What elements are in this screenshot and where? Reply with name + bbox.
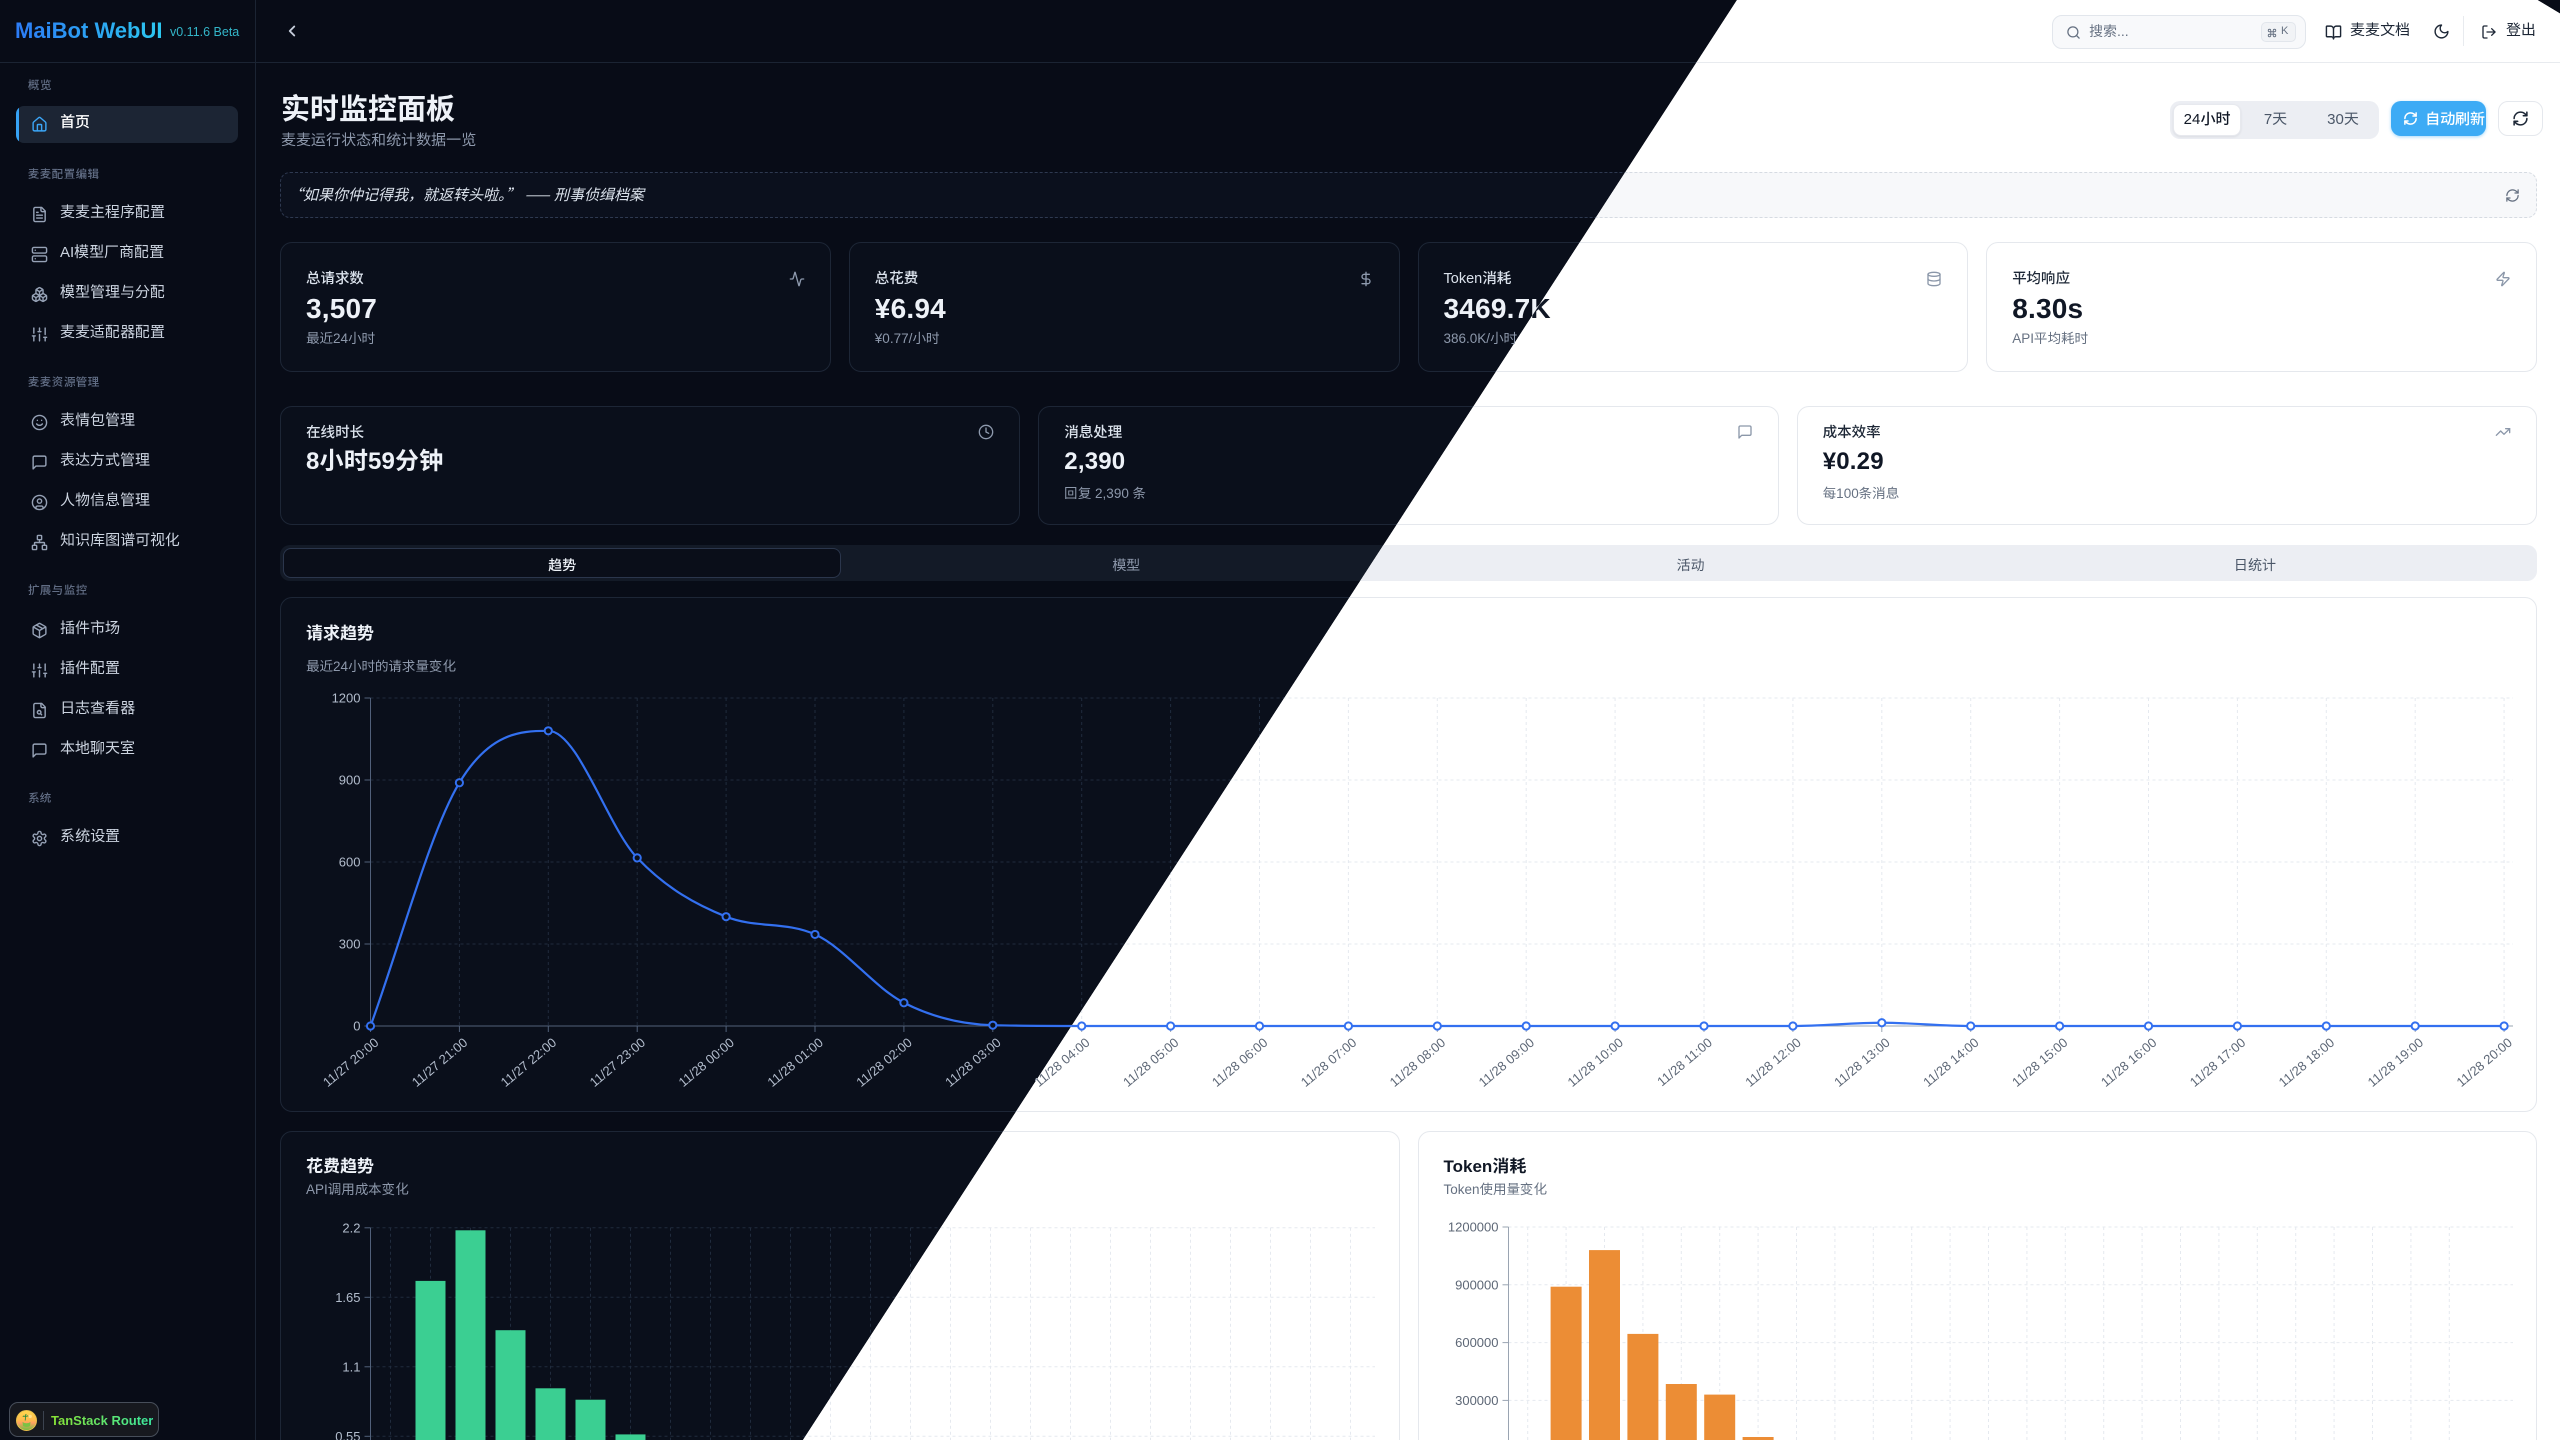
svg-text:11/28 09:00: 11/28 09:00 [1476, 1035, 1538, 1090]
svg-text:300: 300 [339, 937, 361, 952]
svg-text:11/27 21:00: 11/27 21:00 [409, 1035, 471, 1090]
svg-text:11/28 13:00: 11/28 13:00 [1831, 1035, 1893, 1090]
svg-text:11/28 16:00: 11/28 16:00 [2098, 1035, 2160, 1090]
svg-text:11/28 06:00: 11/28 06:00 [1209, 1035, 1271, 1090]
svg-text:11/28 03:00: 11/28 03:00 [942, 1035, 1004, 1090]
svg-text:11/28 12:00: 11/28 12:00 [1742, 1035, 1804, 1090]
svg-text:1200: 1200 [332, 691, 361, 706]
svg-text:0.55: 0.55 [335, 1429, 360, 1440]
svg-text:900: 900 [339, 773, 361, 788]
svg-text:0: 0 [353, 1019, 360, 1034]
svg-text:11/28 00:00: 11/28 00:00 [676, 1035, 738, 1090]
svg-text:300000: 300000 [1455, 1393, 1498, 1408]
svg-text:11/28 08:00: 11/28 08:00 [1387, 1035, 1449, 1090]
svg-text:11/28 02:00: 11/28 02:00 [853, 1035, 915, 1090]
svg-text:900000: 900000 [1455, 1277, 1498, 1292]
svg-text:2.2: 2.2 [342, 1220, 360, 1235]
svg-text:11/27 20:00: 11/27 20:00 [320, 1035, 382, 1090]
svg-text:11/27 23:00: 11/27 23:00 [587, 1035, 649, 1090]
svg-text:11/28 01:00: 11/28 01:00 [764, 1035, 826, 1090]
svg-text:11/28 19:00: 11/28 19:00 [2365, 1035, 2427, 1090]
svg-text:11/28 20:00: 11/28 20:00 [2454, 1035, 2516, 1090]
svg-text:1.65: 1.65 [335, 1290, 360, 1305]
svg-text:600000: 600000 [1455, 1335, 1498, 1350]
svg-text:11/28 07:00: 11/28 07:00 [1298, 1035, 1360, 1090]
svg-text:11/28 05:00: 11/28 05:00 [1120, 1035, 1182, 1090]
svg-text:11/28 15:00: 11/28 15:00 [2009, 1035, 2071, 1090]
svg-text:11/28 17:00: 11/28 17:00 [2187, 1035, 2249, 1090]
svg-text:11/28 18:00: 11/28 18:00 [2276, 1035, 2338, 1090]
svg-text:11/27 22:00: 11/27 22:00 [498, 1035, 560, 1090]
svg-text:11/28 10:00: 11/28 10:00 [1565, 1035, 1627, 1090]
svg-text:1.1: 1.1 [342, 1359, 360, 1374]
svg-text:1200000: 1200000 [1447, 1220, 1498, 1235]
svg-text:600: 600 [339, 855, 361, 870]
svg-text:11/28 14:00: 11/28 14:00 [1920, 1035, 1982, 1090]
svg-text:11/28 11:00: 11/28 11:00 [1654, 1035, 1715, 1089]
